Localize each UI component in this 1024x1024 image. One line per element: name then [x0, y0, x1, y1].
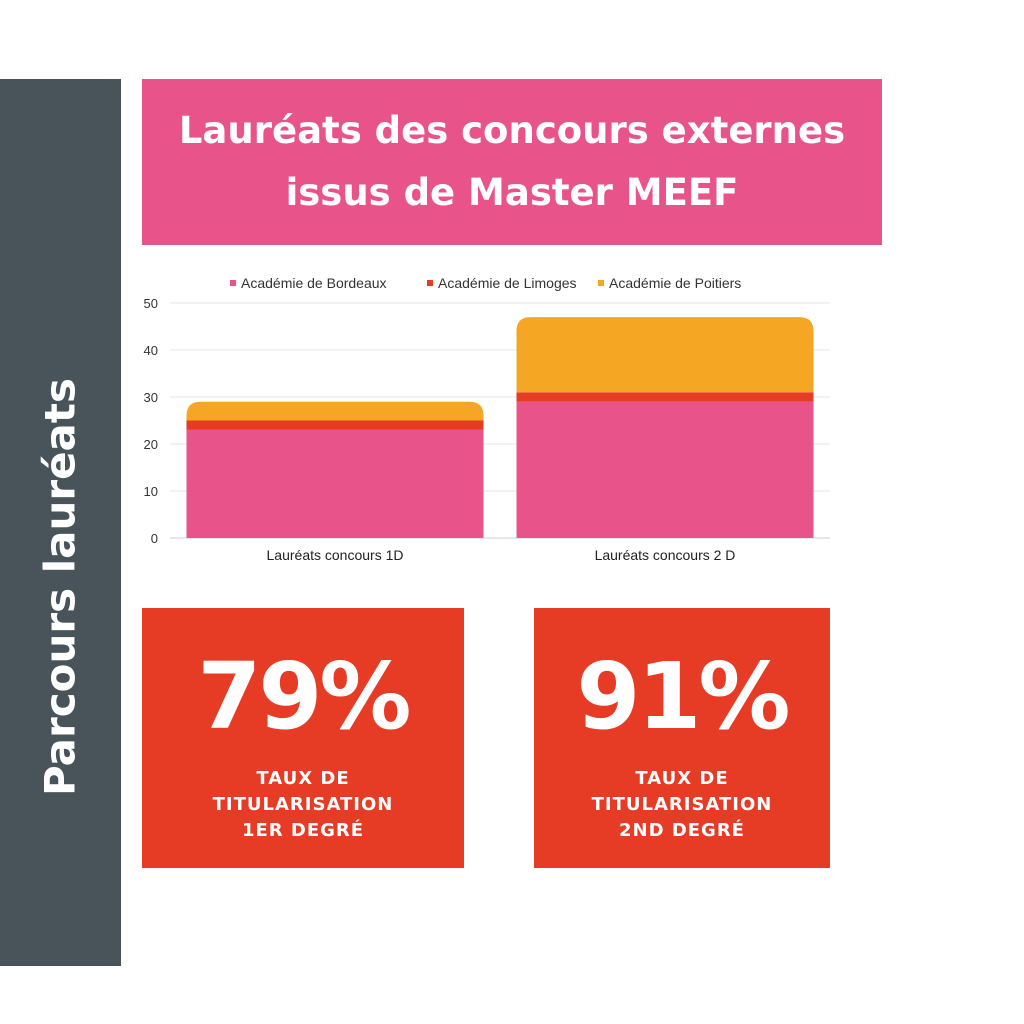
stat-card-2nd-degre: 91% TAUX DE TITULARISATION 2ND DEGRÉ: [534, 608, 830, 868]
bar-segment: [186, 429, 484, 538]
stat-caption-line: 2ND DEGRÉ: [619, 820, 745, 841]
stat-caption-line: 1ER DEGRÉ: [241, 820, 365, 841]
legend-label: Académie de Limoges: [438, 275, 577, 291]
legend-label: Académie de Bordeaux: [241, 275, 387, 291]
title-line-2: issus de Master MEEF: [285, 171, 739, 214]
sidebar: Parcours lauréats: [0, 79, 121, 966]
page-title: Lauréats des concours externes issus de …: [152, 100, 872, 224]
y-tick-label: 20: [144, 437, 158, 452]
bar-segment: [516, 392, 814, 402]
stat-caption-line: TITULARISATION: [591, 794, 773, 815]
stat-card-1er-degre: 79% TAUX DE TITULARISATION 1ER DEGRÉ: [142, 608, 464, 868]
bar-segment: [186, 420, 484, 430]
y-tick-label: 0: [151, 531, 158, 546]
sidebar-label: Parcours lauréats: [35, 378, 85, 796]
stat-value: 91%: [576, 643, 790, 750]
stat-value: 79%: [197, 643, 411, 750]
stat-caption: TAUX DE TITULARISATION 2ND DEGRÉ: [534, 766, 830, 844]
y-tick-label: 30: [144, 390, 158, 405]
legend-swatch: [230, 280, 236, 286]
title-line-1: Lauréats des concours externes: [178, 109, 846, 152]
bar-segment: [186, 401, 484, 421]
stat-caption-line: TAUX DE: [256, 768, 350, 789]
y-tick-label: 40: [144, 343, 158, 358]
stat-caption-line: TAUX DE: [635, 768, 729, 789]
stacked-bar-chart: 0 10 20 30 40 50 Académie de Bordeaux Académie …: [144, 275, 830, 563]
y-tick-label: 50: [144, 296, 158, 311]
bar-segment: [516, 317, 814, 393]
stat-caption: TAUX DE TITULARISATION 1ER DEGRÉ: [142, 766, 464, 844]
x-tick-label: Lauréats concours 2 D: [595, 547, 736, 563]
bar-segment: [516, 401, 814, 538]
legend-swatch: [598, 280, 604, 286]
x-tick-label: Lauréats concours 1D: [267, 547, 404, 563]
title-banner: Lauréats des concours externes issus de …: [142, 79, 882, 245]
stat-caption-line: TITULARISATION: [212, 794, 394, 815]
y-tick-label: 10: [144, 484, 158, 499]
legend-label: Académie de Poitiers: [609, 275, 741, 291]
legend-swatch: [427, 280, 433, 286]
